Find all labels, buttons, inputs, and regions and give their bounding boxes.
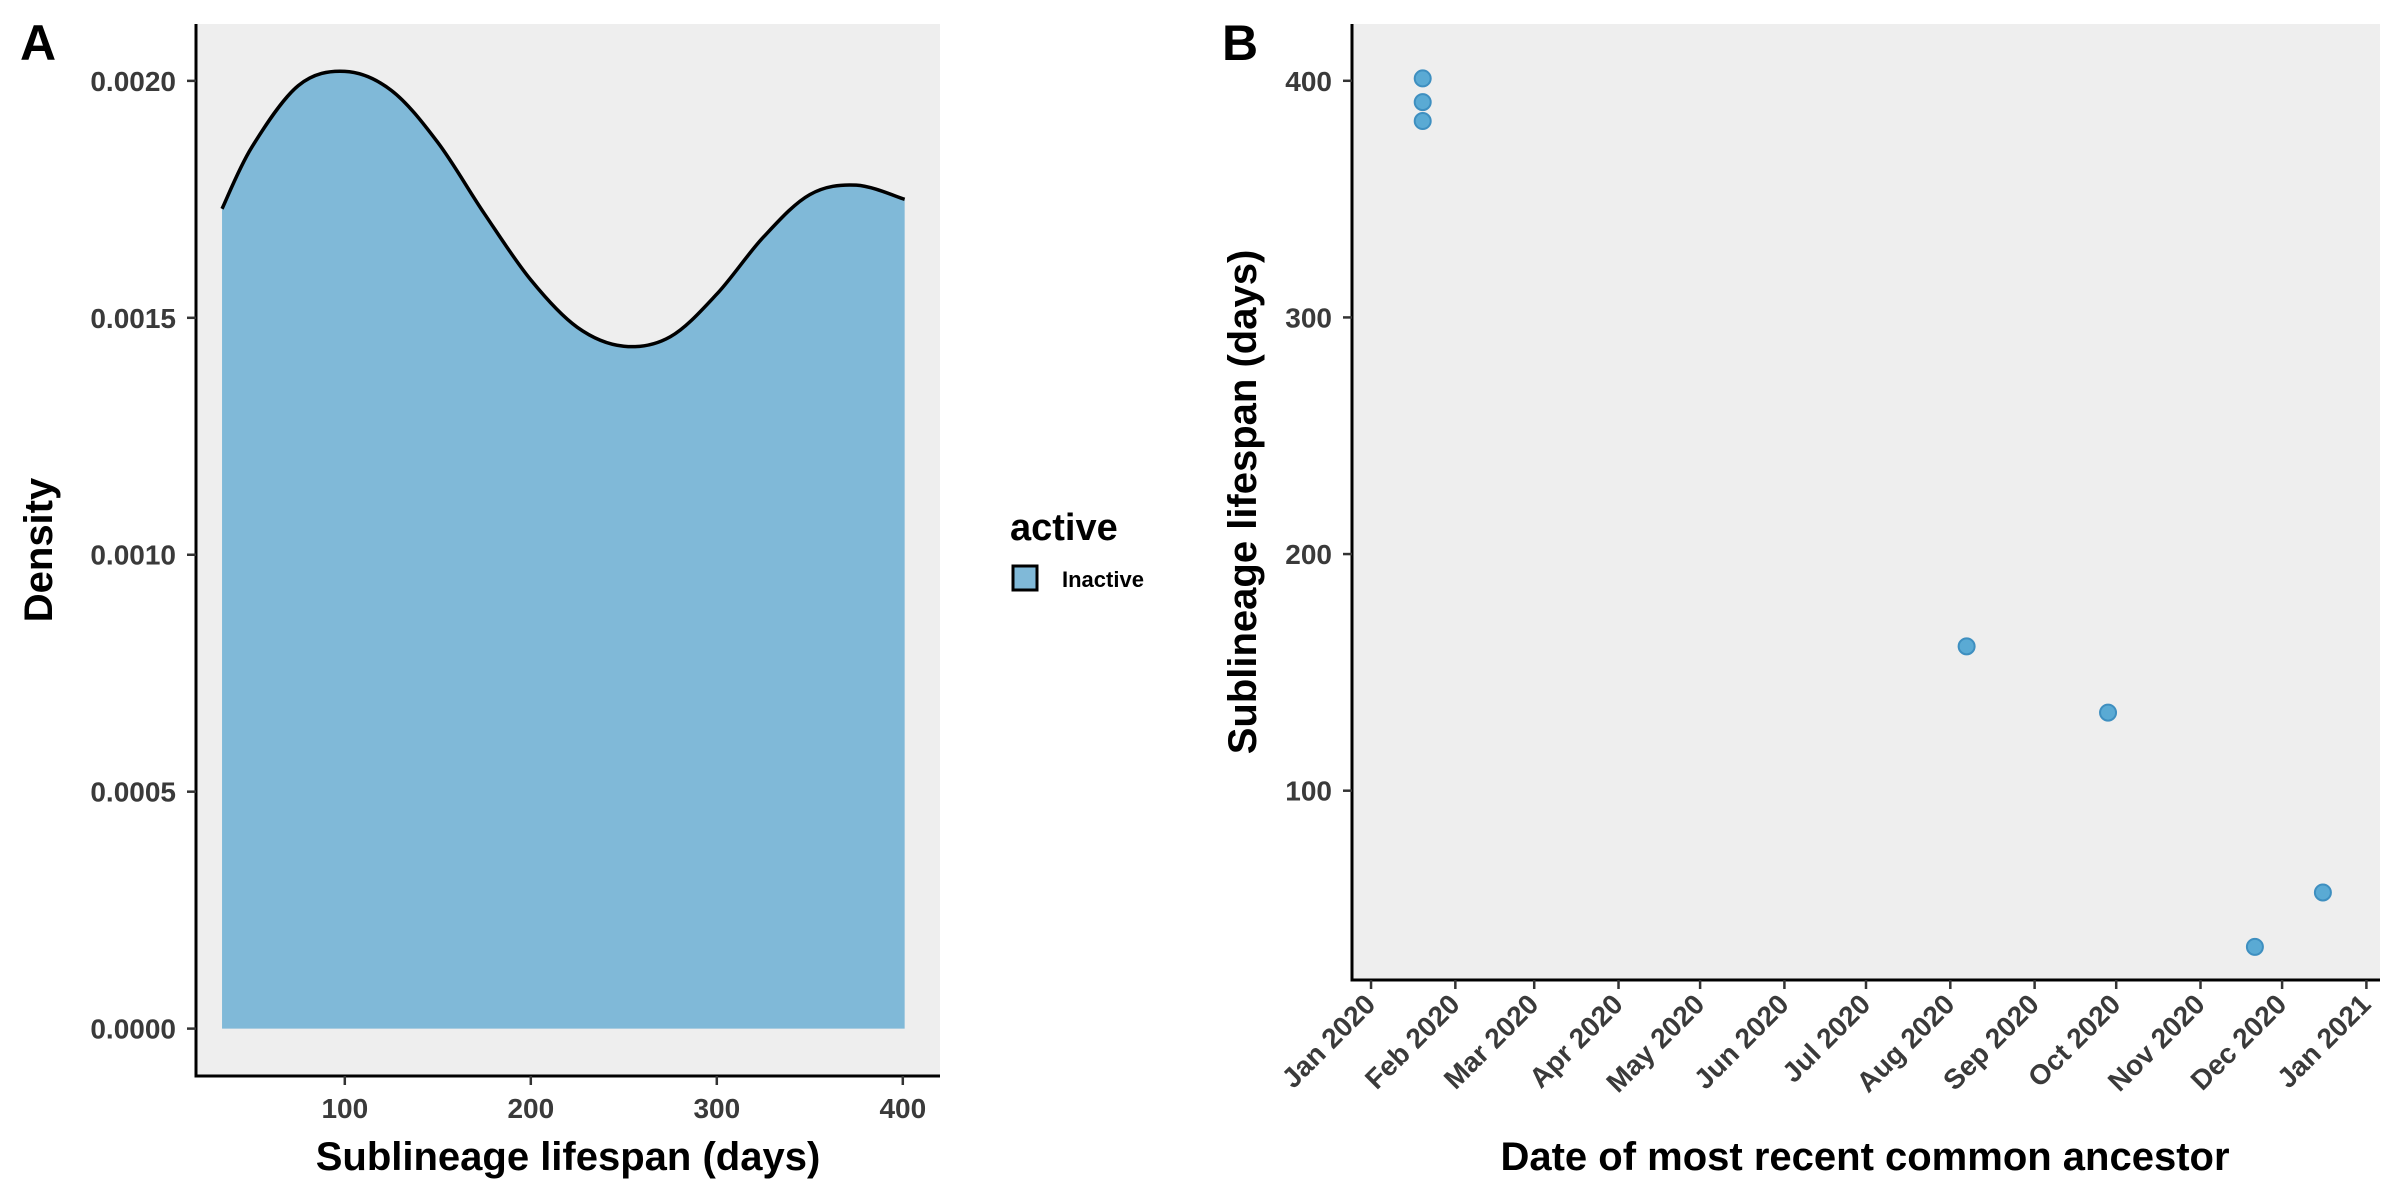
scatter-point bbox=[2099, 703, 2118, 722]
scatter-point bbox=[1413, 69, 1432, 88]
x-tick-label: 200 bbox=[507, 1093, 554, 1124]
x-tick-label: 300 bbox=[693, 1093, 740, 1124]
panel-b-plot-background bbox=[1352, 24, 2380, 980]
panel-b-y-axis-title: Sublineage lifespan (days) bbox=[1221, 250, 1265, 755]
legend: active Inactive bbox=[1010, 507, 1144, 592]
scatter-point bbox=[2313, 883, 2332, 902]
y-tick-label: 0.0005 bbox=[90, 777, 176, 808]
scatter-point bbox=[1957, 637, 1976, 656]
panel-b-letter: B bbox=[1222, 15, 1258, 71]
scatter-point bbox=[2245, 937, 2264, 956]
y-tick-label: 0.0000 bbox=[90, 1014, 176, 1045]
legend-title: active bbox=[1010, 507, 1118, 549]
scatter-point bbox=[1413, 112, 1432, 131]
scatter-point bbox=[1413, 93, 1432, 112]
panel-a-density-plot: 0.0000 0.0005 0.0010 0.0015 0.0020 100 200 300… bbox=[17, 15, 940, 1179]
density-area-layer bbox=[220, 69, 906, 1029]
panel-a-y-ticks: 0.0000 0.0005 0.0010 0.0015 0.0020 bbox=[90, 66, 196, 1045]
panel-b-y-ticks: 100 200 300 400 bbox=[1285, 66, 1352, 807]
scatter-points-layer bbox=[1413, 69, 2332, 956]
panel-a-y-axis-title: Density bbox=[17, 477, 61, 622]
panel-a-x-ticks: 100 200 300 400 bbox=[321, 1076, 926, 1124]
y-tick-label: 400 bbox=[1285, 66, 1332, 97]
y-tick-label: 0.0020 bbox=[90, 66, 176, 97]
y-tick-label: 100 bbox=[1285, 776, 1332, 807]
y-tick-label: 300 bbox=[1285, 302, 1332, 333]
legend-label-inactive: Inactive bbox=[1062, 567, 1144, 592]
legend-key-inactive bbox=[1011, 564, 1039, 592]
x-tick-label: 100 bbox=[321, 1093, 368, 1124]
y-tick-label: 200 bbox=[1285, 539, 1332, 570]
panel-b-x-axis-title: Date of most recent common ancestor bbox=[1500, 1135, 2229, 1179]
panel-a-letter: A bbox=[20, 15, 56, 71]
density-area-inactive bbox=[222, 71, 905, 1029]
density-curve-line bbox=[220, 69, 906, 349]
y-tick-label: 0.0015 bbox=[90, 303, 176, 334]
x-tick-label: Jan 2021 bbox=[2271, 988, 2377, 1094]
y-tick-label: 0.0010 bbox=[90, 540, 176, 571]
panel-a-x-axis-title: Sublineage lifespan (days) bbox=[316, 1135, 821, 1179]
x-tick-label: 400 bbox=[879, 1093, 926, 1124]
